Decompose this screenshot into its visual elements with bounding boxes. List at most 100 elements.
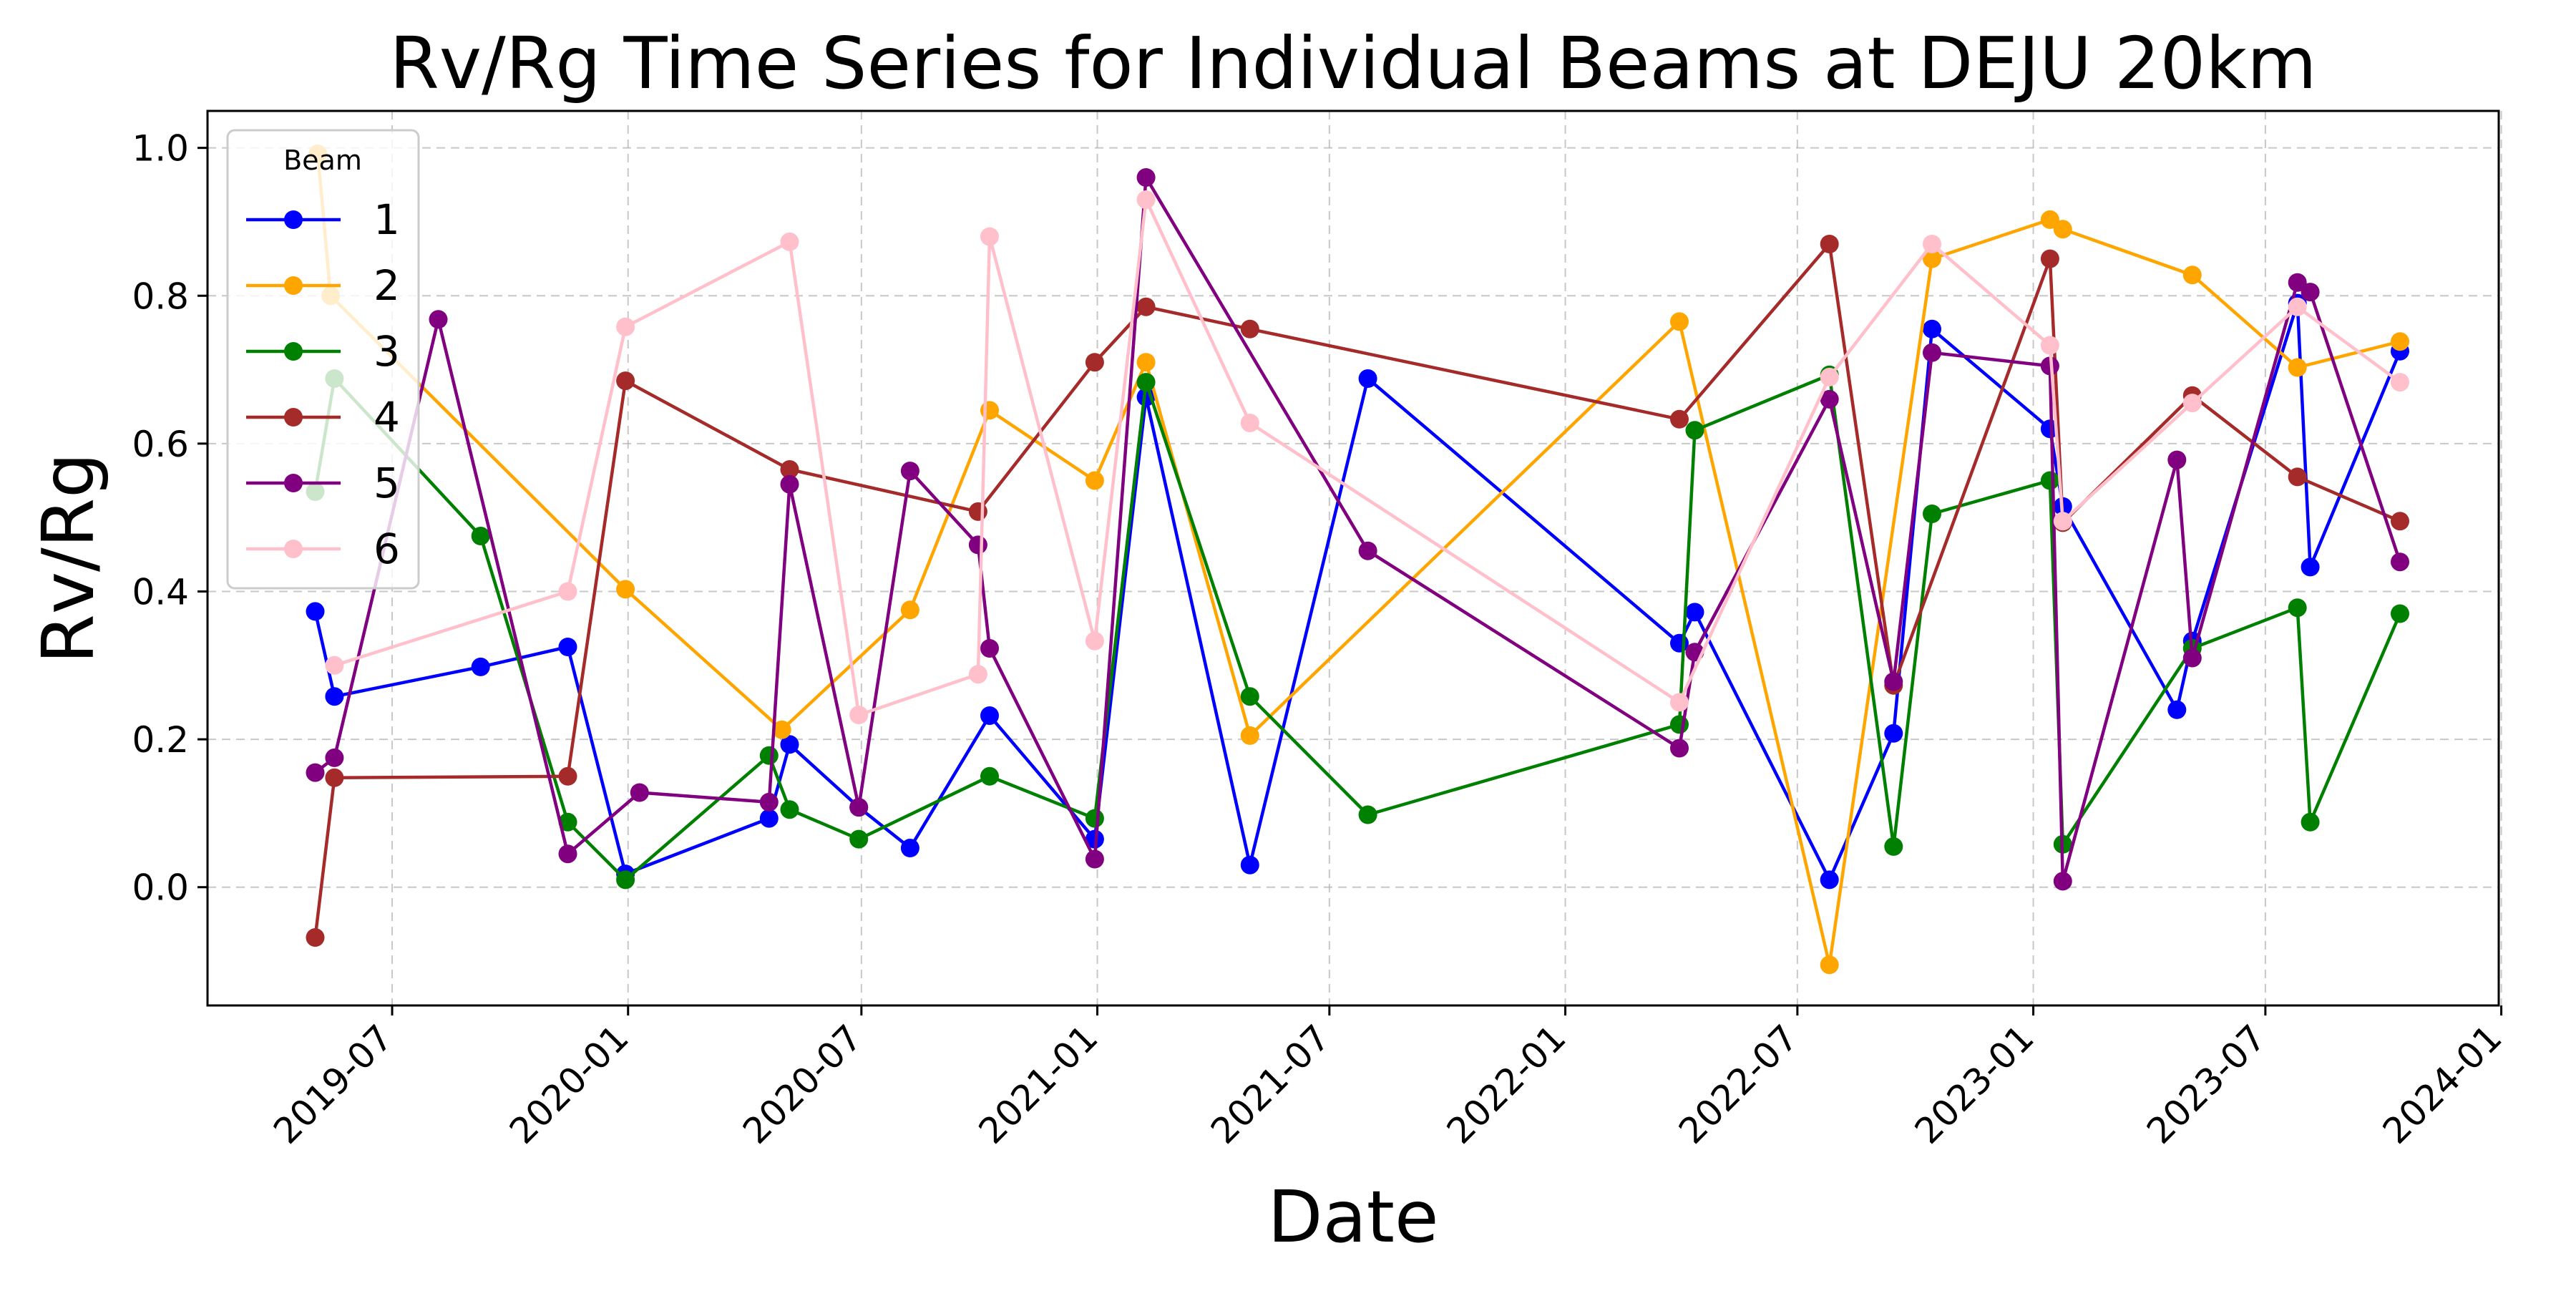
data-point [1820,870,1839,890]
chart-title: Rv/Rg Time Series for Individual Beams a… [389,21,2316,105]
data-point [1085,353,1104,372]
data-point [1685,421,1704,440]
data-point [2288,297,2307,316]
data-point [1820,235,1839,253]
legend-swatch-marker [284,408,303,427]
data-point [1358,369,1377,388]
data-point [2182,394,2202,413]
data-point [2391,332,2409,351]
legend-label: 6 [374,525,400,573]
legend-label: 1 [374,195,400,244]
data-point [325,768,344,787]
data-point [2301,812,2320,832]
data-point [2391,373,2409,392]
legend-item: 2 [246,261,400,310]
data-point [306,602,325,621]
data-point [968,535,987,555]
data-point [968,502,987,521]
legend-label: 2 [374,261,400,310]
legend-swatch-marker [284,342,303,361]
data-point [1884,724,1903,743]
grid [208,111,2502,1005]
data-point [2288,598,2307,618]
legend-swatch-marker [284,210,303,229]
series-line [314,175,2402,883]
data-point [1358,805,1377,824]
data-point [1923,505,1941,523]
legend-item: 4 [246,393,400,442]
legend-box [226,129,420,590]
data-point [780,735,799,754]
data-point [900,839,919,857]
data-point [471,657,490,676]
legend-swatch-marker [284,540,303,558]
data-point [1670,715,1689,734]
legend-label: 3 [374,327,400,376]
data-point [980,706,999,725]
data-point [558,812,577,832]
legend-label: 4 [374,393,400,442]
data-point [429,310,448,329]
data-point [1358,541,1377,560]
plot-area-frame [206,109,2500,1007]
data-point [325,687,344,706]
y-axis-ticks: 0.0 0.2 0.4 0.6 0.8 1.0 [132,128,208,909]
data-point [900,462,919,481]
data-point [325,748,344,767]
legend-item: 6 [246,525,400,573]
data-point [1136,353,1156,372]
data-point [1820,367,1839,386]
data-point [1923,319,1941,338]
legend-item: 1 [246,195,400,244]
data-point [1923,343,1941,362]
data-point [780,800,799,819]
data-point [2053,220,2072,239]
series-line [333,198,2401,717]
data-point [2391,604,2409,623]
data-point [2182,648,2202,668]
data-point [306,928,325,947]
legend-items: 1 2 3 4 5 6 [246,195,400,573]
data-point [2167,450,2187,469]
data-point [1670,409,1689,429]
data-point [471,527,490,545]
data-point [558,766,577,786]
data-point [1240,319,1259,338]
data-point [616,317,635,336]
data-point [558,582,577,601]
data-point [1085,471,1104,490]
y-tick-label: 0.6 [132,424,189,465]
series-beam-2 [308,144,2409,975]
data-point [759,792,779,812]
legend: Beam 1 2 3 4 5 6 [226,129,420,590]
y-axis-label: Rv/Rg [26,452,110,663]
data-point [968,665,987,684]
data-point [1923,235,1941,253]
data-point [2053,512,2072,531]
data-point [630,783,649,802]
data-point [849,829,869,849]
x-axis-label: Date [1267,1175,1438,1259]
data-point [1240,726,1259,745]
legend-item: 3 [246,327,400,376]
legend-title: Beam [283,145,362,176]
data-point [1085,631,1104,651]
data-point [2040,249,2059,268]
data-point [759,746,779,765]
y-tick-label: 0.8 [132,276,189,317]
y-tick-label: 0.2 [132,719,189,761]
data-point [616,580,635,599]
y-tick-label: 1.0 [132,128,189,170]
data-point [2288,273,2307,292]
data-point [780,460,799,479]
data-point [1884,837,1903,856]
data-point [1085,809,1104,828]
data-point [325,656,344,675]
data-point [1923,249,1941,268]
data-point [1685,603,1704,622]
data-point [1136,297,1156,316]
y-tick-label: 0.0 [132,867,189,909]
data-point [2288,358,2307,377]
legend-label: 5 [374,459,400,507]
